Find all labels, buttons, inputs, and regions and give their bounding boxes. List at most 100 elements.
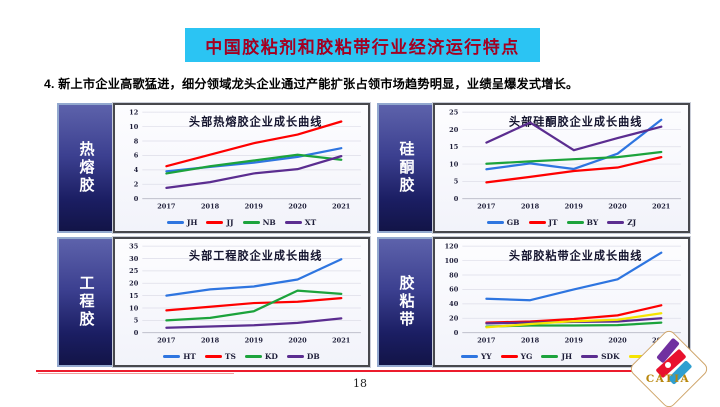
svg-text:2020: 2020	[288, 336, 307, 344]
legend-label: JT	[548, 217, 558, 227]
legend-swatch	[581, 354, 599, 358]
chart-legend: GB JT BY ZJ	[435, 215, 688, 231]
legend-label: XT	[304, 217, 317, 227]
legend-item: GB	[486, 217, 520, 227]
panel-adhesive-tape: 胶粘带 02040608010012020172018201920202021头…	[377, 236, 691, 368]
chart-canvas: 0 5 10 15 20 25 2017 2018 2019 2020 2021 头部硅酮胶企业成长曲…	[449, 108, 681, 210]
svg-text:20: 20	[449, 126, 459, 134]
legend-swatch	[607, 220, 625, 224]
svg-text:2018: 2018	[201, 202, 220, 210]
legend-item: JT	[528, 217, 558, 227]
panel-engineering-adhesive: 工程胶 0 5 10 15 20 25 30 35 2017 2018 2019 2020 2021 头部…	[57, 236, 371, 368]
legend-item: BY	[566, 217, 599, 227]
svg-text:2017: 2017	[157, 336, 176, 344]
legend-label: BY	[586, 217, 599, 227]
chart-canvas: 02040608010012020172018201920202021头部胶粘带…	[445, 242, 681, 344]
legend-item: JH	[541, 352, 572, 361]
svg-text:25: 25	[449, 108, 459, 116]
legend-item: TS	[204, 351, 236, 361]
svg-text:20: 20	[449, 315, 459, 323]
legend-swatch	[528, 220, 546, 224]
svg-text:15: 15	[449, 143, 459, 151]
legend-label: GB	[506, 217, 520, 227]
svg-text:头部热熔胶企业成长曲线: 头部热熔胶企业成长曲线	[189, 114, 322, 128]
legend-swatch	[206, 220, 224, 224]
side-label-silicone: 硅酮胶	[377, 103, 433, 233]
legend-swatch	[204, 354, 222, 358]
svg-text:头部胶粘带企业成长曲线: 头部胶粘带企业成长曲线	[509, 248, 642, 262]
legend-label: DB	[306, 351, 320, 361]
svg-text:0: 0	[454, 195, 459, 203]
legend-item: JJ	[206, 217, 234, 227]
svg-text:10: 10	[449, 160, 459, 168]
svg-text:0: 0	[134, 195, 139, 203]
panel-silicone-adhesive: 硅酮胶 0 5 10 15 20 25 2017 2018 2019 2020 2021 头部硅酮胶企…	[377, 102, 691, 234]
page-title: 中国胶粘剂和胶粘带行业经济运行特点	[185, 28, 540, 62]
chart-canvas: 0 2 4 6 8 10 12 2017 2018 2019 2020 2021 头部热熔胶企业成长曲线	[129, 108, 361, 210]
page-number: 18	[353, 377, 367, 390]
legend-item: KD	[244, 351, 278, 361]
svg-text:12: 12	[129, 108, 138, 116]
footer-divider-line	[36, 370, 637, 372]
legend-swatch	[166, 220, 184, 224]
svg-text:15: 15	[129, 292, 139, 300]
legend-swatch	[460, 354, 478, 358]
side-label-tape: 胶粘带	[377, 237, 433, 367]
svg-text:2017: 2017	[157, 202, 176, 210]
chart-legend: HT TS KD DB	[115, 349, 368, 365]
svg-text:6: 6	[134, 152, 139, 160]
svg-text:0: 0	[454, 329, 459, 337]
legend-item: XT	[284, 217, 317, 227]
legend-item: SDK	[581, 352, 620, 361]
chart-hot-melt: 0 2 4 6 8 10 12 2017 2018 2019 2020 2021 头部热熔胶企业成长曲线…	[112, 102, 371, 234]
legend-label: NB	[262, 217, 276, 227]
legend-label: JJ	[226, 217, 234, 227]
svg-text:40: 40	[449, 300, 459, 308]
svg-text:2018: 2018	[521, 202, 540, 210]
panel-hot-melt-adhesive: 热熔胶 0 2 4 6 8 10 12 2017 2018 2019 2020 2021 头部热熔胶企业…	[57, 102, 371, 234]
svg-text:30: 30	[129, 255, 139, 263]
footer-divider-line-thin	[38, 373, 234, 374]
legend-label: TS	[224, 351, 236, 361]
legend-item: JH	[166, 218, 197, 227]
svg-text:35: 35	[129, 242, 139, 250]
chart-legend: JH JJ NB XT	[115, 215, 368, 231]
svg-text:5: 5	[454, 178, 459, 186]
legend-label: ZJ	[627, 217, 637, 227]
catia-logo: CATIA	[622, 327, 714, 407]
legend-swatch	[486, 220, 504, 224]
svg-text:100: 100	[445, 257, 459, 265]
svg-text:25: 25	[129, 267, 139, 275]
svg-text:2019: 2019	[245, 336, 264, 344]
svg-text:5: 5	[134, 317, 139, 325]
legend-swatch	[628, 354, 646, 358]
legend-label: KD	[264, 351, 278, 361]
svg-text:2020: 2020	[288, 202, 307, 210]
svg-text:2019: 2019	[565, 202, 584, 210]
chart-canvas: 0 5 10 15 20 25 30 35 2017 2018 2019 2020 2021 头部工程胶企…	[129, 242, 361, 344]
legend-label: JH	[561, 351, 573, 361]
svg-text:2017: 2017	[477, 336, 496, 344]
legend-item: DB	[286, 351, 320, 361]
svg-text:0: 0	[134, 329, 139, 337]
svg-text:4: 4	[134, 166, 139, 174]
legend-label: HT	[183, 351, 196, 361]
legend-swatch	[284, 220, 302, 224]
svg-text:2021: 2021	[652, 202, 670, 210]
legend-swatch	[244, 354, 262, 358]
legend-item: NB	[242, 217, 276, 227]
side-label-engineering: 工程胶	[57, 237, 113, 367]
svg-text:10: 10	[129, 123, 139, 131]
legend-swatch	[242, 220, 260, 224]
legend-item: YY	[460, 352, 492, 361]
svg-text:2: 2	[134, 181, 139, 189]
svg-text:2019: 2019	[565, 336, 584, 344]
legend-item: HT	[163, 352, 196, 361]
chart-engineering: 0 5 10 15 20 25 30 35 2017 2018 2019 2020 2021 头部工程胶企…	[112, 236, 371, 368]
svg-text:2021: 2021	[332, 202, 350, 210]
svg-text:2020: 2020	[608, 202, 627, 210]
svg-text:2018: 2018	[201, 336, 220, 344]
svg-text:60: 60	[449, 286, 459, 294]
legend-item: YG	[500, 352, 532, 361]
